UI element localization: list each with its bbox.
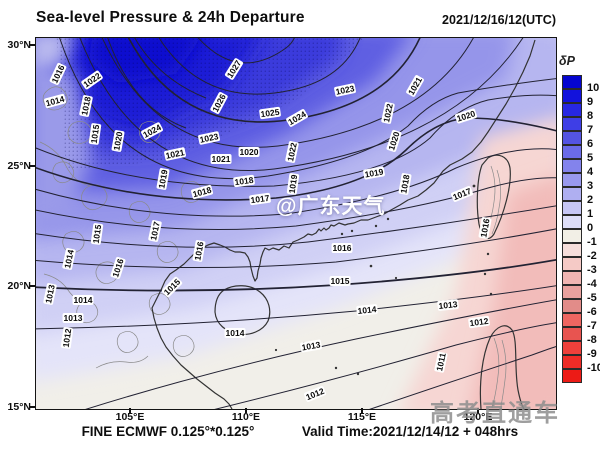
lat-tick-label: 20°N: [7, 280, 31, 292]
map-frame: 1016 1022 1014 1018 1015 1020 1024 1021 1027 1026…: [35, 37, 557, 410]
colorbar-tick-label: -9: [587, 348, 597, 360]
colorbar-tick-label: 10: [587, 82, 600, 94]
colorbar-segment: [562, 313, 582, 327]
valid-time: Valid Time:2021/12/14/12 + 048hrs: [301, 424, 519, 439]
isobar-label: 1021: [210, 154, 232, 164]
colorbar-segment: [562, 103, 582, 117]
lat-tickmark: [29, 285, 35, 287]
colorbar-tick-label: -3: [587, 264, 597, 276]
colorbar-segment: [562, 215, 582, 229]
colorbar-tick-label: -10: [587, 362, 600, 374]
colorbar-segment: [562, 187, 582, 201]
colorbar-segment: [562, 159, 582, 173]
colorbar-tick-label: 3: [587, 180, 594, 192]
colorbar-segment: [562, 355, 582, 369]
colorbar-segment: [562, 243, 582, 257]
colorbar-tick-label: 6: [587, 138, 594, 150]
colorbar-segment: [562, 229, 582, 243]
colorbar-segment: [562, 327, 582, 341]
colorbar-segment: [562, 341, 582, 355]
colorbar-segment: [562, 89, 582, 103]
colorbar-tick-label: -7: [587, 320, 597, 332]
lon-tick-label: 105°E: [115, 411, 145, 423]
colorbar-tick-label: 0: [587, 222, 594, 234]
colorbar-tick-label: -1: [587, 236, 597, 248]
colorbar-tick-label: -2: [587, 250, 597, 262]
colorbar-tick-label: -6: [587, 306, 597, 318]
colorbar-tick-label: 2: [587, 194, 594, 206]
colorbar-segment: [562, 201, 582, 215]
watermark-center: @广东天气: [276, 195, 386, 218]
luzon-island: [479, 325, 525, 409]
colorbar-segment: [562, 271, 582, 285]
colorbar-tick-label: 7: [587, 124, 594, 136]
colorbar-segment: [562, 173, 582, 187]
colorbar-tick-label: 8: [587, 110, 594, 122]
lat-tickmark: [29, 44, 35, 46]
isobar-label: 1013: [62, 313, 84, 323]
lon-tick-label: 120°E: [463, 411, 493, 423]
lat-tick-label: 30°N: [7, 39, 31, 51]
lon-tickmark: [477, 408, 479, 413]
lat-tick-label: 25°N: [7, 160, 31, 172]
watermark-bottom-right: 高考直通车: [430, 400, 560, 427]
colorbar-segment: [562, 117, 582, 131]
lat-tick-label: 15°N: [7, 401, 31, 413]
hainan-island: [214, 285, 271, 336]
colorbar-segment: [562, 285, 582, 299]
page-title: Sea-level Pressure & 24h Departure: [36, 9, 305, 26]
lat-tickmark: [29, 165, 35, 167]
colorbar-tick-label: -5: [587, 292, 597, 304]
colorbar-segment: [562, 145, 582, 159]
colorbar-tick-label: -8: [587, 334, 597, 346]
taiwan-island: [476, 154, 511, 240]
lon-tick-label: 115°E: [347, 411, 377, 423]
colorbar-segment: [562, 369, 582, 383]
colorbar-segment: [562, 257, 582, 271]
colorbar-segment: [562, 131, 582, 145]
lon-tickmark: [361, 408, 363, 413]
colorbar-segment: [562, 75, 582, 89]
model-info: FINE ECMWF 0.125°*0.125°: [81, 424, 255, 439]
run-datetime: 2021/12/16/12(UTC): [442, 13, 556, 27]
colorbar-tick-label: 1: [587, 208, 594, 220]
lat-tickmark: [29, 406, 35, 408]
colorbar-tick-label: 4: [587, 166, 594, 178]
small-islands: [274, 184, 493, 376]
colorbar-tick-label: -4: [587, 278, 597, 290]
colorbar-tick-label: 9: [587, 96, 594, 108]
isobar-label: 1016: [331, 243, 353, 253]
isobar-label: 1020: [238, 147, 260, 157]
pressure-map-canvas: [36, 38, 556, 409]
isobar-label: 1015: [329, 276, 351, 286]
colorbar-segment: [562, 299, 582, 313]
coastline: [151, 39, 536, 409]
lon-tickmark: [245, 408, 247, 413]
lon-tick-label: 110°E: [231, 411, 261, 423]
lon-tickmark: [129, 408, 131, 413]
colorbar-title: δP: [559, 54, 575, 68]
colorbar-tick-label: 5: [587, 152, 594, 164]
isobar-label: 1014: [224, 328, 246, 338]
isobar-label: 1014: [72, 295, 94, 305]
